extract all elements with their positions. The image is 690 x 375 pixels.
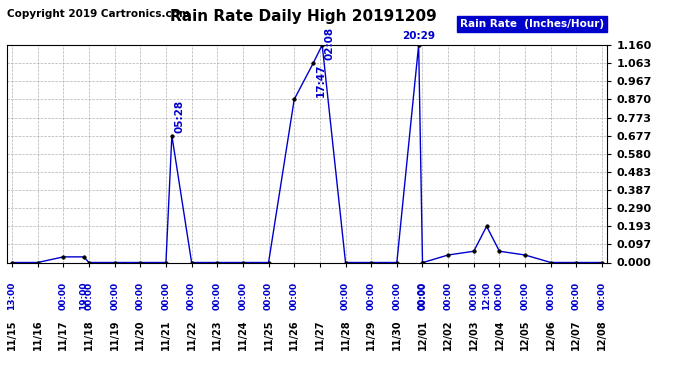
Text: 00:00: 00:00 xyxy=(264,282,273,310)
Text: 00:00: 00:00 xyxy=(521,282,530,310)
Text: 00:00: 00:00 xyxy=(59,282,68,310)
Text: 00:00: 00:00 xyxy=(393,282,402,310)
Text: 00:00: 00:00 xyxy=(598,282,607,310)
Text: Copyright 2019 Cartronics.com: Copyright 2019 Cartronics.com xyxy=(7,9,190,20)
Text: 17:47: 17:47 xyxy=(316,63,326,97)
Text: 00:00: 00:00 xyxy=(239,282,248,310)
Text: 00:00: 00:00 xyxy=(419,282,428,310)
Text: 00:00: 00:00 xyxy=(546,282,555,310)
Text: 00:00: 00:00 xyxy=(136,282,145,310)
Text: 00:00: 00:00 xyxy=(572,282,581,310)
Text: 00:00: 00:00 xyxy=(418,282,427,310)
Text: 00:00: 00:00 xyxy=(187,282,196,310)
Text: 00:00: 00:00 xyxy=(213,282,221,310)
Text: 00:00: 00:00 xyxy=(84,282,93,310)
Text: 00:00: 00:00 xyxy=(341,282,350,310)
Text: 05:28: 05:28 xyxy=(175,100,185,133)
Text: 02:08: 02:08 xyxy=(325,27,335,60)
Text: 19:00: 19:00 xyxy=(79,282,88,310)
Text: 12:00: 12:00 xyxy=(482,282,491,310)
Text: 00:00: 00:00 xyxy=(444,282,453,310)
Text: 00:00: 00:00 xyxy=(161,282,170,310)
Text: Rain Rate  (Inches/Hour): Rain Rate (Inches/Hour) xyxy=(460,19,604,29)
Text: Rain Rate Daily High 20191209: Rain Rate Daily High 20191209 xyxy=(170,9,437,24)
Text: 00:00: 00:00 xyxy=(495,282,504,310)
Text: 00:00: 00:00 xyxy=(290,282,299,310)
Text: 20:29: 20:29 xyxy=(402,31,435,41)
Text: 00:00: 00:00 xyxy=(366,282,375,310)
Text: 13:00: 13:00 xyxy=(8,282,17,310)
Text: 00:00: 00:00 xyxy=(110,282,119,310)
Text: 00:00: 00:00 xyxy=(469,282,478,310)
